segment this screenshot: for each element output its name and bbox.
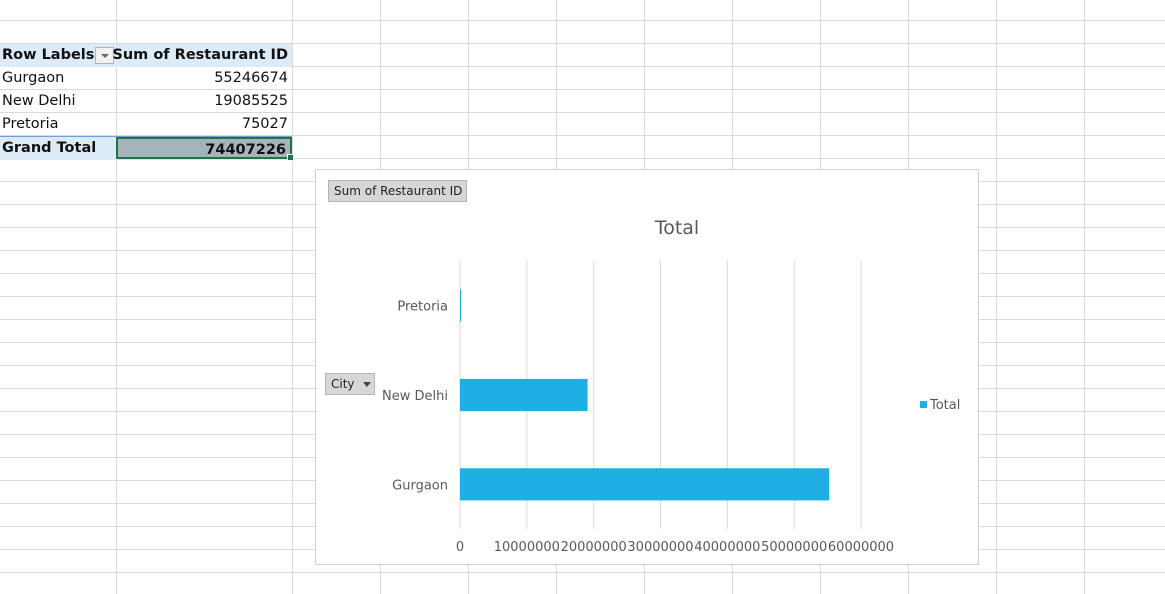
pivot-row-value: 55246674 — [214, 70, 288, 86]
value-field-button-label: Sum of Restaurant ID — [334, 184, 463, 198]
pivot-row-pretoria[interactable]: Pretoria 75027 — [0, 113, 292, 136]
x-tick-label: 40000000 — [694, 540, 760, 555]
pivot-row-new-delhi[interactable]: New Delhi 19085525 — [0, 90, 292, 113]
pivot-row-value: 19085525 — [214, 93, 288, 109]
sum-restaurant-id-header: Sum of Restaurant ID — [112, 47, 288, 63]
x-tick-label: 20000000 — [561, 540, 627, 555]
y-category-label: Gurgaon — [392, 478, 448, 493]
bar-gurgaon — [460, 468, 830, 501]
x-tick-label: 0 — [456, 540, 464, 555]
x-tick-label: 60000000 — [828, 540, 894, 555]
x-tick-label: 10000000 — [494, 540, 560, 555]
chevron-down-icon — [362, 381, 371, 387]
y-category-label: Pretoria — [397, 300, 448, 315]
pivot-row-label: Gurgaon — [2, 70, 65, 86]
selected-cell[interactable]: 74407226 — [116, 137, 294, 161]
pivot-chart[interactable]: Sum of Restaurant ID City Total 0 10000000… — [315, 169, 979, 565]
x-tick-label: 30000000 — [627, 540, 693, 555]
city-field-button[interactable]: City — [325, 373, 375, 395]
pivot-row-label: Pretoria — [2, 116, 59, 132]
y-category-label: New Delhi — [382, 389, 448, 404]
chart-plot: Total 0 10000000 20000000 30000000 40000000 50… — [382, 217, 960, 555]
row-labels-filter-button[interactable] — [95, 47, 114, 64]
legend-label: Total — [929, 398, 960, 413]
pivot-row-gurgaon[interactable]: Gurgaon 55246674 — [0, 67, 292, 90]
pivot-grand-total-row[interactable]: Grand Total 74407226 — [0, 136, 294, 161]
pivot-row-label: New Delhi — [2, 93, 76, 109]
value-field-button[interactable]: Sum of Restaurant ID — [328, 180, 467, 202]
chart-title: Total — [654, 217, 699, 239]
x-tick-label: 50000000 — [761, 540, 827, 555]
bar-new-delhi — [460, 378, 588, 412]
grand-total-label: Grand Total — [2, 140, 97, 156]
pivot-header-row: Row Labels Sum of Restaurant ID — [0, 44, 292, 67]
row-labels-header: Row Labels — [2, 47, 95, 63]
bar-pretoria — [460, 289, 461, 322]
grand-total-value: 74407226 — [205, 142, 286, 158]
city-field-button-label: City — [331, 377, 355, 391]
legend-swatch — [920, 401, 927, 408]
pivot-row-value: 75027 — [241, 116, 288, 132]
